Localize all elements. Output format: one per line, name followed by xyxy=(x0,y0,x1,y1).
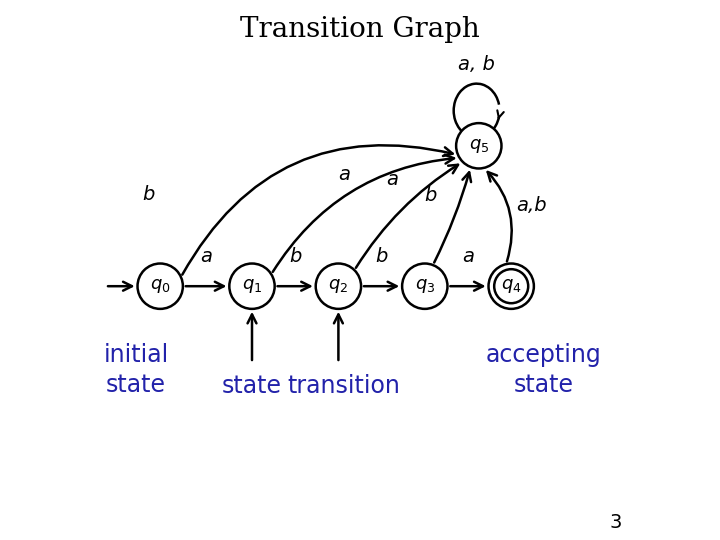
FancyArrowPatch shape xyxy=(273,155,454,272)
Text: $q_2$: $q_2$ xyxy=(328,277,348,295)
Circle shape xyxy=(229,264,275,309)
Text: b: b xyxy=(143,185,155,204)
Text: state: state xyxy=(513,373,574,396)
Text: $q_3$: $q_3$ xyxy=(415,277,435,295)
FancyArrowPatch shape xyxy=(487,172,512,261)
Circle shape xyxy=(494,269,528,303)
Text: 3: 3 xyxy=(610,513,622,532)
Text: state: state xyxy=(106,373,166,396)
Text: accepting: accepting xyxy=(486,343,601,367)
Text: b: b xyxy=(424,186,436,205)
Text: $q_4$: $q_4$ xyxy=(501,277,521,295)
Text: initial: initial xyxy=(103,343,168,367)
Text: $q_5$: $q_5$ xyxy=(469,137,489,155)
Text: b: b xyxy=(289,247,302,266)
Circle shape xyxy=(402,264,448,309)
FancyArrowPatch shape xyxy=(182,145,453,275)
Text: a, b: a, b xyxy=(458,55,495,74)
Text: $q_1$: $q_1$ xyxy=(242,277,262,295)
Text: Transition Graph: Transition Graph xyxy=(240,16,480,43)
Text: $q_0$: $q_0$ xyxy=(150,277,171,295)
Text: a,b: a,b xyxy=(517,195,547,215)
FancyArrowPatch shape xyxy=(356,165,458,268)
Circle shape xyxy=(315,264,361,309)
FancyArrowPatch shape xyxy=(434,172,471,262)
Text: a: a xyxy=(387,170,398,189)
Circle shape xyxy=(488,264,534,309)
Text: b: b xyxy=(375,247,388,266)
Text: state: state xyxy=(222,374,282,397)
Text: a: a xyxy=(200,247,212,266)
Text: a: a xyxy=(462,247,474,266)
Text: a: a xyxy=(338,165,350,184)
Text: transition: transition xyxy=(287,374,400,397)
Circle shape xyxy=(138,264,183,309)
Circle shape xyxy=(456,123,501,168)
